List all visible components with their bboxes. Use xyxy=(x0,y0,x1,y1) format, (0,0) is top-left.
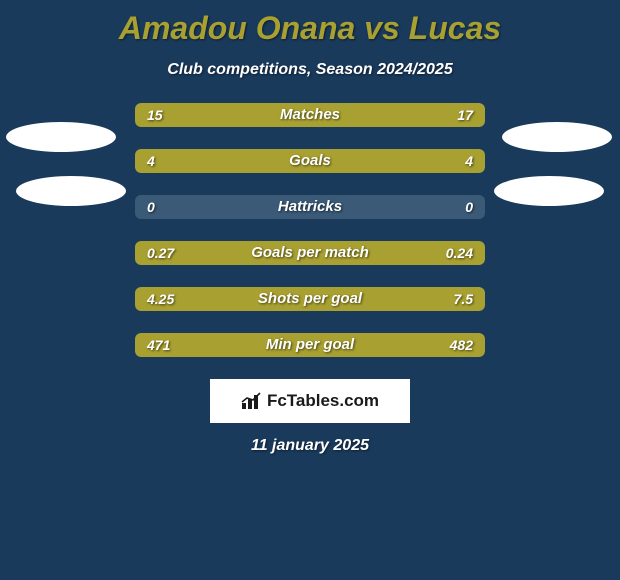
stat-row: 1517Matches xyxy=(135,103,485,127)
decor-ellipse-left-top xyxy=(6,122,116,152)
stat-label: Hattricks xyxy=(135,195,485,219)
stat-label: Matches xyxy=(135,103,485,127)
stat-label: Goals xyxy=(135,149,485,173)
decor-ellipse-left-bottom xyxy=(16,176,126,206)
stat-row: 44Goals xyxy=(135,149,485,173)
stat-row: 471482Min per goal xyxy=(135,333,485,357)
brand-box: FcTables.com xyxy=(210,379,410,423)
stat-row: 0.270.24Goals per match xyxy=(135,241,485,265)
stat-label: Goals per match xyxy=(135,241,485,265)
page-root: Amadou Onana vs Lucas Club competitions,… xyxy=(0,0,620,580)
footer-date: 11 january 2025 xyxy=(0,437,620,455)
brand-text: FcTables.com xyxy=(267,391,379,411)
page-subtitle: Club competitions, Season 2024/2025 xyxy=(0,61,620,79)
stat-rows: 1517Matches 44Goals 00Hattricks 0.270.24Goa… xyxy=(135,103,485,357)
stat-row: 00Hattricks xyxy=(135,195,485,219)
stat-row: 4.257.5Shots per goal xyxy=(135,287,485,311)
stat-label: Min per goal xyxy=(135,333,485,357)
decor-ellipse-right-bottom xyxy=(494,176,604,206)
stat-label: Shots per goal xyxy=(135,287,485,311)
decor-ellipse-right-top xyxy=(502,122,612,152)
page-title: Amadou Onana vs Lucas xyxy=(0,10,620,47)
brand-chart-icon xyxy=(241,392,263,410)
